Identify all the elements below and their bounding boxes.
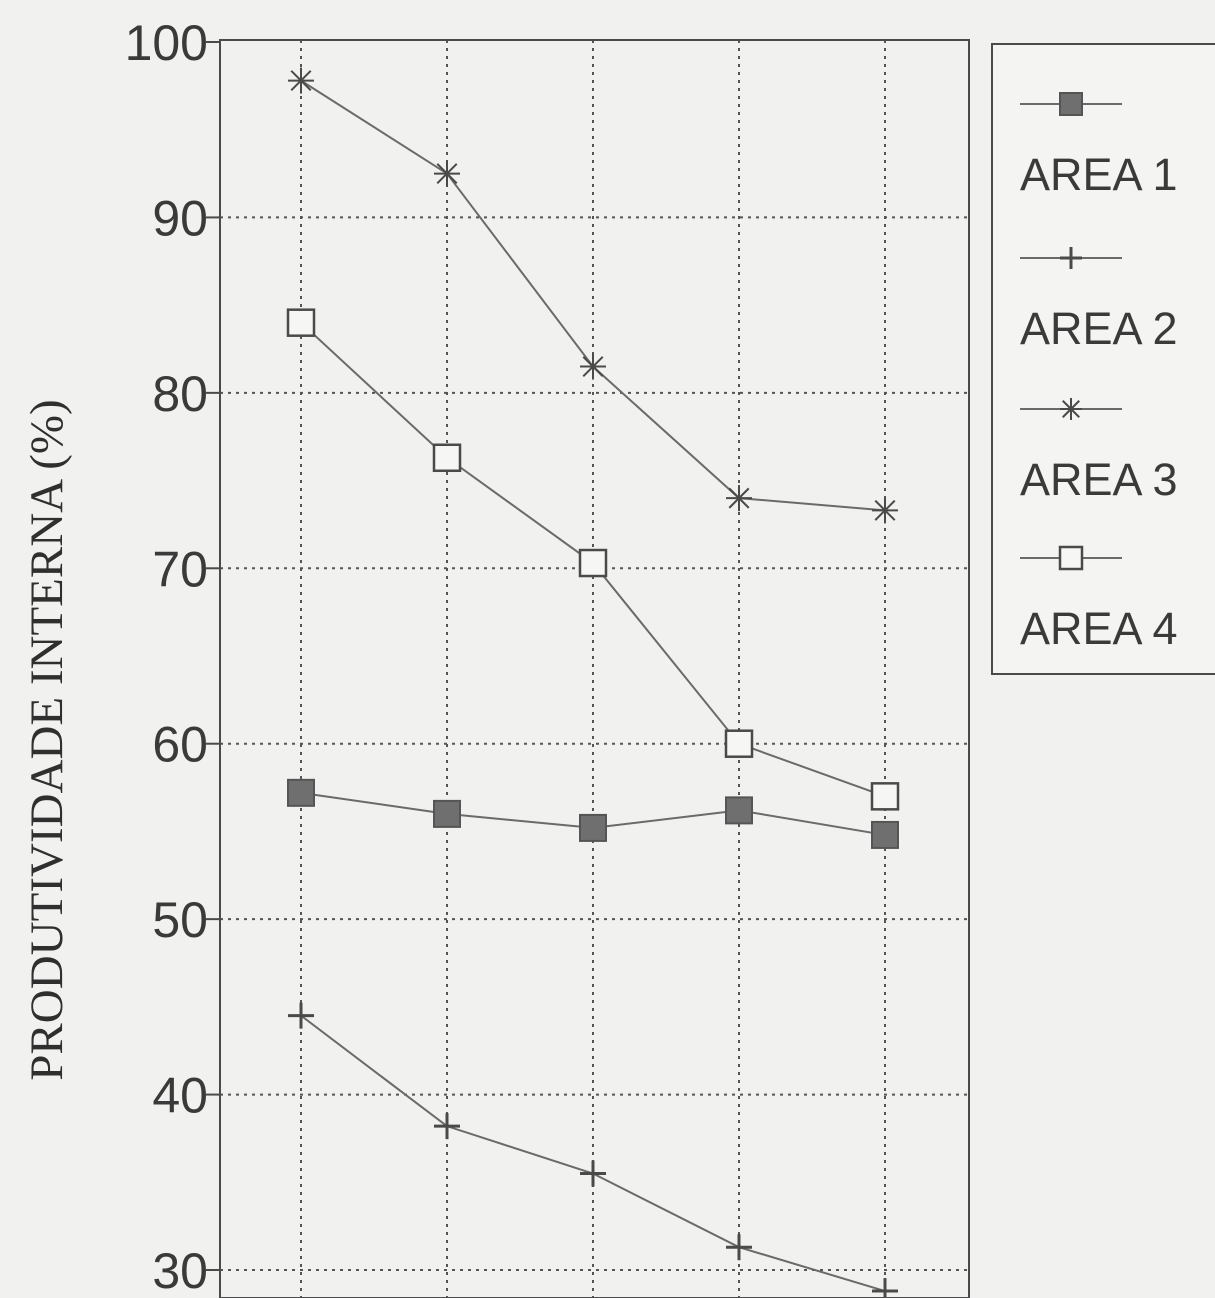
data-point-area-1-3 (579, 813, 607, 842)
y-tick-label-50: 50 (152, 892, 208, 948)
data-point-area-4-4-shape (724, 729, 754, 758)
legend-marker-area-1-shape (1059, 92, 1083, 116)
grid (220, 40, 969, 1298)
legend-label-area-4: AREA 4 (1020, 603, 1178, 654)
legend-marker-area-3-d (1062, 400, 1080, 418)
data-point-area-1-5 (871, 820, 899, 849)
data-point-area-1-4-shape (725, 796, 753, 825)
data-point-area-1-1 (287, 778, 315, 807)
legend-label-area-2: AREA 2 (1020, 303, 1178, 354)
series-group (286, 67, 900, 1298)
y-tick-label-40: 40 (152, 1068, 208, 1124)
data-point-area-4-3 (578, 548, 608, 578)
data-point-area-3-5 (872, 497, 898, 524)
data-point-area-3-3 (580, 353, 606, 380)
y-axis-label: PRODUTIVIDADE INTERNA (%) (21, 399, 73, 1080)
legend-marker-area-2 (1060, 247, 1082, 269)
data-point-area-4-1 (286, 308, 316, 337)
legend-label-area-1: AREA 1 (1020, 149, 1178, 200)
data-point-area-4-5 (870, 782, 900, 811)
data-point-area-3-4 (726, 485, 752, 512)
data-point-area-1-2 (433, 799, 461, 828)
y-tick-label-30: 30 (152, 1243, 208, 1298)
legend-box (991, 43, 1215, 675)
series-area-4 (286, 308, 900, 811)
data-point-area-3-2 (434, 160, 460, 187)
series-area-3 (288, 67, 898, 524)
legend-marker-area-4-shape (1058, 545, 1084, 571)
data-point-area-4-1-shape (286, 308, 316, 337)
series-area-2 (288, 1002, 898, 1298)
data-point-area-4-2-shape (432, 443, 462, 473)
data-point-area-4-2 (432, 443, 462, 473)
plot-frame (219, 39, 970, 1298)
data-point-area-1-4 (725, 796, 753, 825)
series-area-1 (287, 778, 899, 849)
y-axis-ticks: 30 40 50 60 70 80 90 100 (125, 15, 220, 1298)
legend-marker-area-1 (1059, 92, 1083, 116)
data-point-area-3-1-d (290, 70, 312, 92)
legend-marker-area-3 (1060, 398, 1082, 420)
data-point-area-3-3-d (582, 356, 604, 377)
data-point-area-1-1-shape (287, 778, 315, 807)
data-point-area-3-5-d (874, 499, 896, 521)
data-point-area-2-1 (288, 1002, 314, 1029)
y-tick-label-90: 90 (152, 190, 208, 246)
y-tick-label-60: 60 (152, 717, 208, 773)
legend-marker-area-4 (1058, 545, 1084, 571)
data-point-area-2-3 (580, 1160, 606, 1187)
legend-label-area-3: AREA 3 (1020, 454, 1178, 505)
data-point-area-4-5-shape (870, 782, 900, 811)
legend: AREA 1 AREA 2 AREA 3 AREA 4 (991, 43, 1215, 675)
data-point-area-2-2 (434, 1113, 460, 1140)
data-point-area-1-5-shape (871, 820, 899, 849)
data-point-area-3-4-d (728, 487, 750, 509)
y-tick-label-80: 80 (152, 366, 208, 422)
data-point-area-1-3-shape (579, 813, 607, 842)
y-tick-label-100: 100 (125, 15, 208, 71)
data-point-area-1-2-shape (433, 799, 461, 828)
data-point-area-4-3-shape (578, 548, 608, 578)
data-point-area-4-4 (724, 729, 754, 758)
data-point-area-2-5 (872, 1278, 898, 1298)
data-point-area-2-4 (726, 1234, 752, 1261)
data-point-area-3-1 (288, 67, 314, 94)
y-tick-label-70: 70 (152, 541, 208, 597)
data-point-area-3-2-d (436, 163, 458, 185)
